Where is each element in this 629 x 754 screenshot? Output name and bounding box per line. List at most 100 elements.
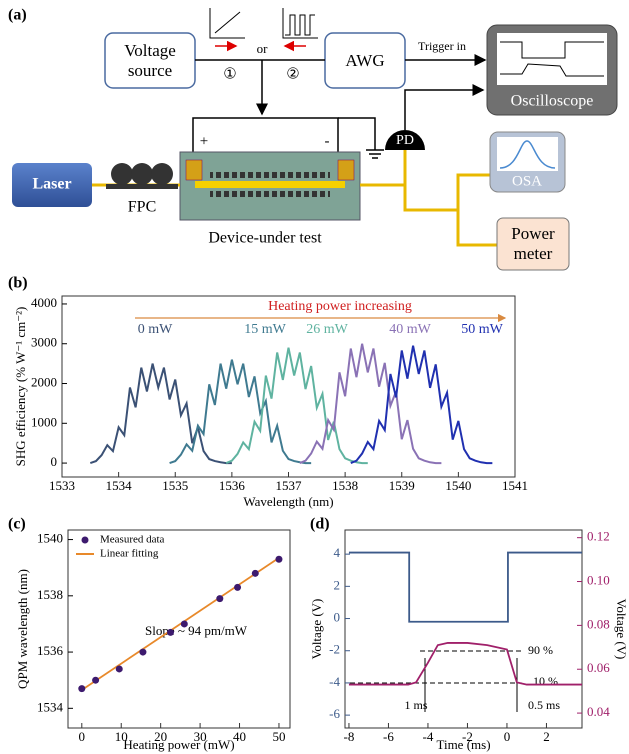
- y2-tick-label: 0.12: [587, 529, 610, 544]
- y-axis-label: QPM wavelength (nm): [15, 569, 30, 689]
- data-line: [226, 348, 368, 463]
- wire: [405, 90, 483, 130]
- electrode-teeth: [210, 172, 330, 178]
- data-point: [252, 570, 259, 577]
- x-axis-label: Wavelength (nm): [243, 494, 333, 509]
- x-tick-label: 1533: [49, 478, 75, 493]
- pad: [186, 160, 202, 180]
- y-tick-label: 0: [51, 454, 58, 469]
- y-tick-label: 0: [334, 610, 341, 625]
- laser-label: Laser: [32, 176, 71, 193]
- annotation: 90 %: [528, 643, 553, 657]
- data-line: [351, 346, 493, 463]
- y-tick-label: 2000: [31, 375, 57, 390]
- ramp-icon: [215, 12, 240, 33]
- fpc-paddle: [111, 163, 133, 185]
- y-tick-label: 1534: [37, 699, 64, 714]
- data-point: [234, 584, 241, 591]
- y2-axis-label: Voltage (V): [614, 599, 629, 660]
- data-point: [116, 665, 123, 672]
- plot-frame: [62, 296, 515, 477]
- data-line: [349, 553, 582, 622]
- x-tick-label: -8: [344, 729, 355, 744]
- data-line: [90, 364, 232, 463]
- fiber: [405, 185, 458, 210]
- y-tick-label: 4000: [31, 295, 57, 310]
- osa-screen: [497, 137, 558, 171]
- x-tick-label: -6: [383, 729, 394, 744]
- x-tick-label: 50: [272, 729, 285, 744]
- x-tick-label: 1539: [389, 478, 415, 493]
- y-tick-label: 1540: [37, 531, 63, 546]
- fpc-paddle: [151, 163, 173, 185]
- or-label: or: [257, 41, 269, 56]
- figure-canvas: (a) or ① ② Trigger in Oscilloscope + - D…: [0, 0, 629, 754]
- x-tick-label: 0: [504, 729, 511, 744]
- plus-label: +: [200, 133, 208, 149]
- annotation: Heating power increasing: [268, 299, 412, 314]
- panel-label: (b): [8, 275, 28, 292]
- fpc-paddle: [131, 163, 153, 185]
- x-tick-label: 1536: [219, 478, 246, 493]
- legend-label: Measured data: [100, 534, 165, 546]
- figure: (a) or ① ② Trigger in Oscilloscope + - D…: [0, 0, 629, 754]
- data-point: [275, 556, 282, 563]
- x-axis-label: Time (ms): [436, 737, 490, 752]
- path-label: ②: [286, 66, 299, 82]
- panel-label: (a): [8, 7, 27, 24]
- data-point: [181, 620, 188, 627]
- osa-label: OSA: [512, 173, 542, 189]
- x-tick-label: 1541: [502, 478, 528, 493]
- series-label: 40 mW: [389, 322, 431, 337]
- y-tick-label: 1538: [37, 587, 63, 602]
- series-label: 0 mW: [138, 322, 173, 337]
- electrode-teeth: [210, 191, 330, 197]
- legend-swatch: [82, 537, 89, 544]
- y2-tick-label: 0.06: [587, 660, 610, 675]
- y2-tick-label: 0.08: [587, 616, 610, 631]
- panel-label: (d): [310, 516, 330, 533]
- x-tick-label: 40: [233, 729, 246, 744]
- data-point: [78, 685, 85, 692]
- x-tick-label: 0: [79, 729, 86, 744]
- x-tick-label: 1534: [106, 478, 133, 493]
- y-axis-label: Voltage (V): [309, 599, 324, 660]
- pd-label: PD: [396, 133, 414, 148]
- x-tick-label: 1537: [276, 478, 303, 493]
- oscilloscope-screen: [497, 33, 607, 85]
- annotation: Slope ~ 94 pm/mW: [145, 623, 248, 638]
- fpc-label: FPC: [128, 199, 156, 216]
- series-label: 50 mW: [461, 322, 503, 337]
- x-tick-label: -4: [423, 729, 434, 744]
- x-tick-label: 1535: [162, 478, 188, 493]
- power-meter-label: Power meter: [497, 218, 569, 270]
- data-point: [92, 677, 99, 684]
- device-label: Device-under test: [208, 230, 322, 247]
- data-line: [82, 558, 279, 690]
- series-label: 15 mW: [244, 322, 286, 337]
- y2-tick-label: 0.04: [587, 704, 610, 719]
- data-point: [139, 649, 146, 656]
- pulse-icon: [285, 15, 315, 35]
- ground-wire: [338, 118, 375, 150]
- path-label: ①: [223, 66, 236, 82]
- data-point: [216, 595, 223, 602]
- pad: [338, 160, 354, 180]
- y-tick-label: -2: [329, 642, 340, 657]
- fiber: [360, 150, 405, 185]
- y-tick-label: 3000: [31, 335, 57, 350]
- series-label: 26 mW: [306, 322, 348, 337]
- annotation: 0.5 ms: [528, 698, 560, 712]
- x-tick-label: 1538: [332, 478, 358, 493]
- voltage-source-label: Voltage source: [105, 33, 195, 88]
- y-tick-label: -4: [329, 674, 340, 689]
- y2-tick-label: 0.10: [587, 573, 610, 588]
- minus-label: -: [325, 133, 330, 149]
- y-tick-label: 2: [334, 577, 341, 592]
- data-point: [167, 629, 174, 636]
- x-tick-label: 1540: [445, 478, 471, 493]
- annotation: 10 %: [533, 674, 558, 688]
- panel-label: (c): [8, 516, 26, 533]
- annotation: 1 ms: [404, 698, 427, 712]
- y-tick-label: 1000: [31, 414, 57, 429]
